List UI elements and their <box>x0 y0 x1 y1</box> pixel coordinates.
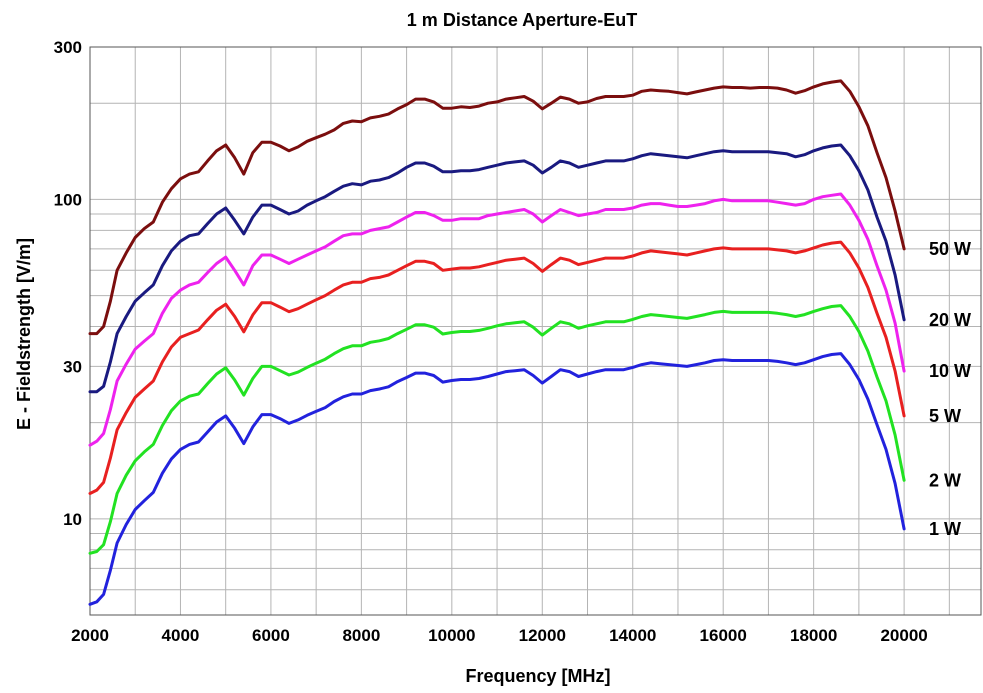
series-label-20-w: 20 W <box>929 310 971 330</box>
x-axis-label: Frequency [MHz] <box>465 666 610 686</box>
series-line-20-w <box>88 143 906 394</box>
series-label-2-w: 2 W <box>929 470 961 490</box>
y-tick-label: 300 <box>54 38 82 57</box>
y-axis-ticks: 10 30 100 300 <box>54 38 82 529</box>
x-tick-label: 8000 <box>342 626 380 645</box>
series-line-1-w <box>88 352 906 606</box>
x-tick-label: 20000 <box>880 626 927 645</box>
plot-frame <box>89 46 982 616</box>
series-lines <box>88 79 906 606</box>
x-tick-label: 12000 <box>519 626 566 645</box>
x-tick-label: 2000 <box>71 626 109 645</box>
x-tick-label: 14000 <box>609 626 656 645</box>
x-tick-label: 16000 <box>700 626 747 645</box>
x-tick-label: 4000 <box>162 626 200 645</box>
x-tick-label: 6000 <box>252 626 290 645</box>
x-tick-label: 18000 <box>790 626 837 645</box>
series-label-50-w: 50 W <box>929 239 971 259</box>
series-line-50-w <box>88 79 906 336</box>
y-axis-label: E - Fieldstrength [V/m] <box>14 238 34 430</box>
series-labels: 50 W 20 W 10 W 5 W 2 W 1 W <box>929 239 971 539</box>
y-tick-label: 10 <box>63 510 82 529</box>
chart-title: 1 m Distance Aperture-EuT <box>407 10 637 30</box>
series-line-2-w <box>88 304 906 555</box>
series-label-5-w: 5 W <box>929 406 961 426</box>
x-tick-label: 10000 <box>428 626 475 645</box>
x-axis-ticks: 2000 4000 6000 8000 10000 12000 14000 16000 1800… <box>71 626 928 645</box>
series-label-10-w: 10 W <box>929 361 971 381</box>
series-line-10-w <box>88 192 906 447</box>
y-tick-label: 30 <box>63 357 82 376</box>
y-tick-label: 100 <box>54 190 82 209</box>
series-label-1-w: 1 W <box>929 519 961 539</box>
series-line-5-w <box>88 240 906 495</box>
